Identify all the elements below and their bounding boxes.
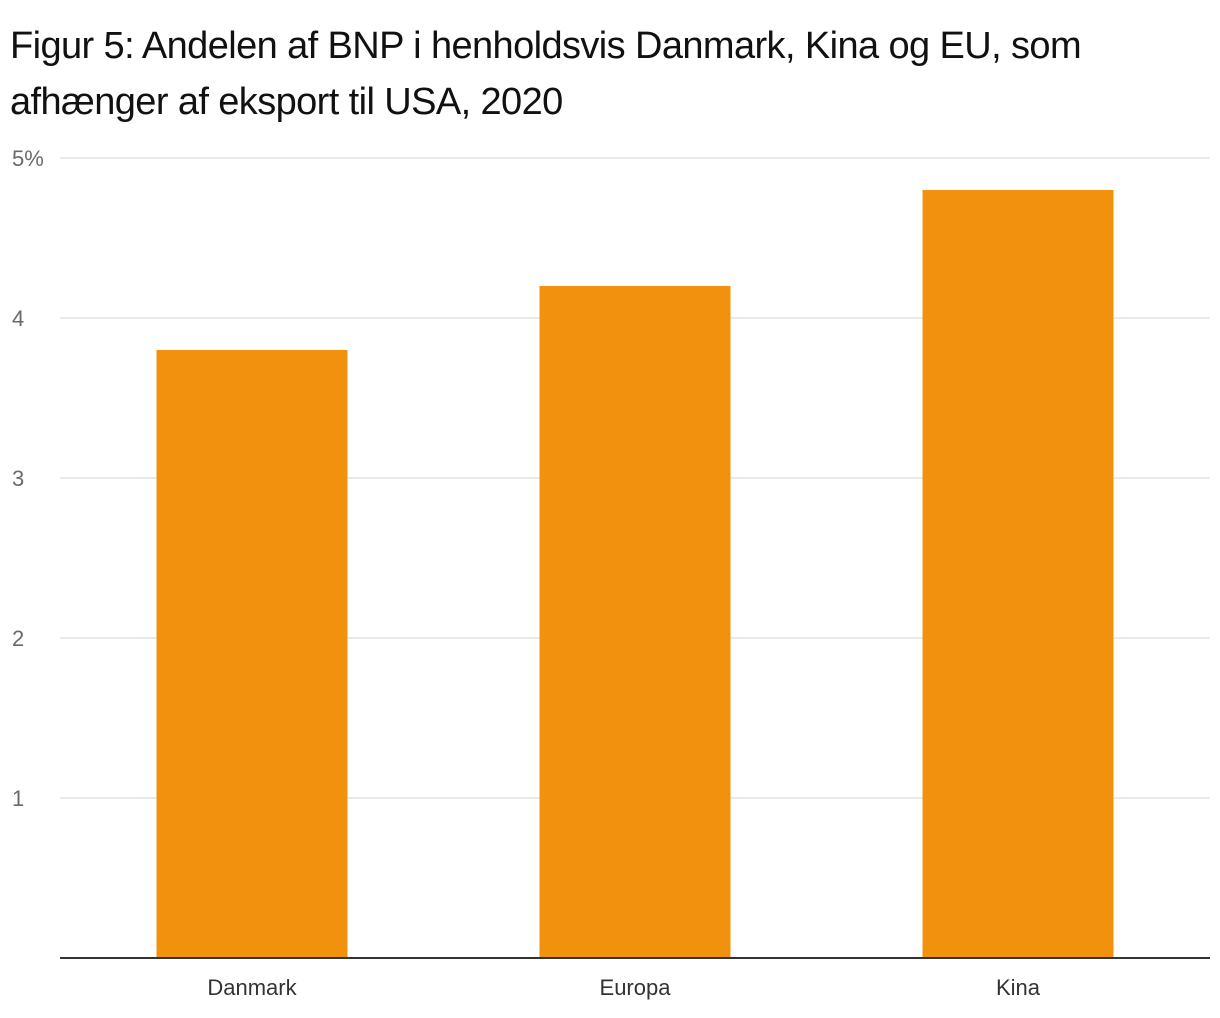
bar-europa [539, 286, 731, 958]
bars [156, 190, 1114, 958]
chart-title: Figur 5: Andelen af BNP i henholdsvis Da… [10, 25, 1082, 123]
y-tick-label: 1 [12, 786, 24, 811]
x-category-label: Danmark [207, 975, 297, 1000]
y-axis-tick-labels: 1 2 3 4 5% [12, 146, 44, 811]
bar-danmark [156, 350, 348, 958]
y-tick-label: 5% [12, 146, 44, 171]
y-tick-label: 4 [12, 306, 24, 331]
x-category-label: Kina [996, 975, 1041, 1000]
x-category-label: Europa [600, 975, 672, 1000]
x-axis-category-labels: Danmark Europa Kina [207, 975, 1040, 1000]
y-tick-label: 2 [12, 626, 24, 651]
y-tick-label: 3 [12, 466, 24, 491]
bar-kina [922, 190, 1114, 958]
